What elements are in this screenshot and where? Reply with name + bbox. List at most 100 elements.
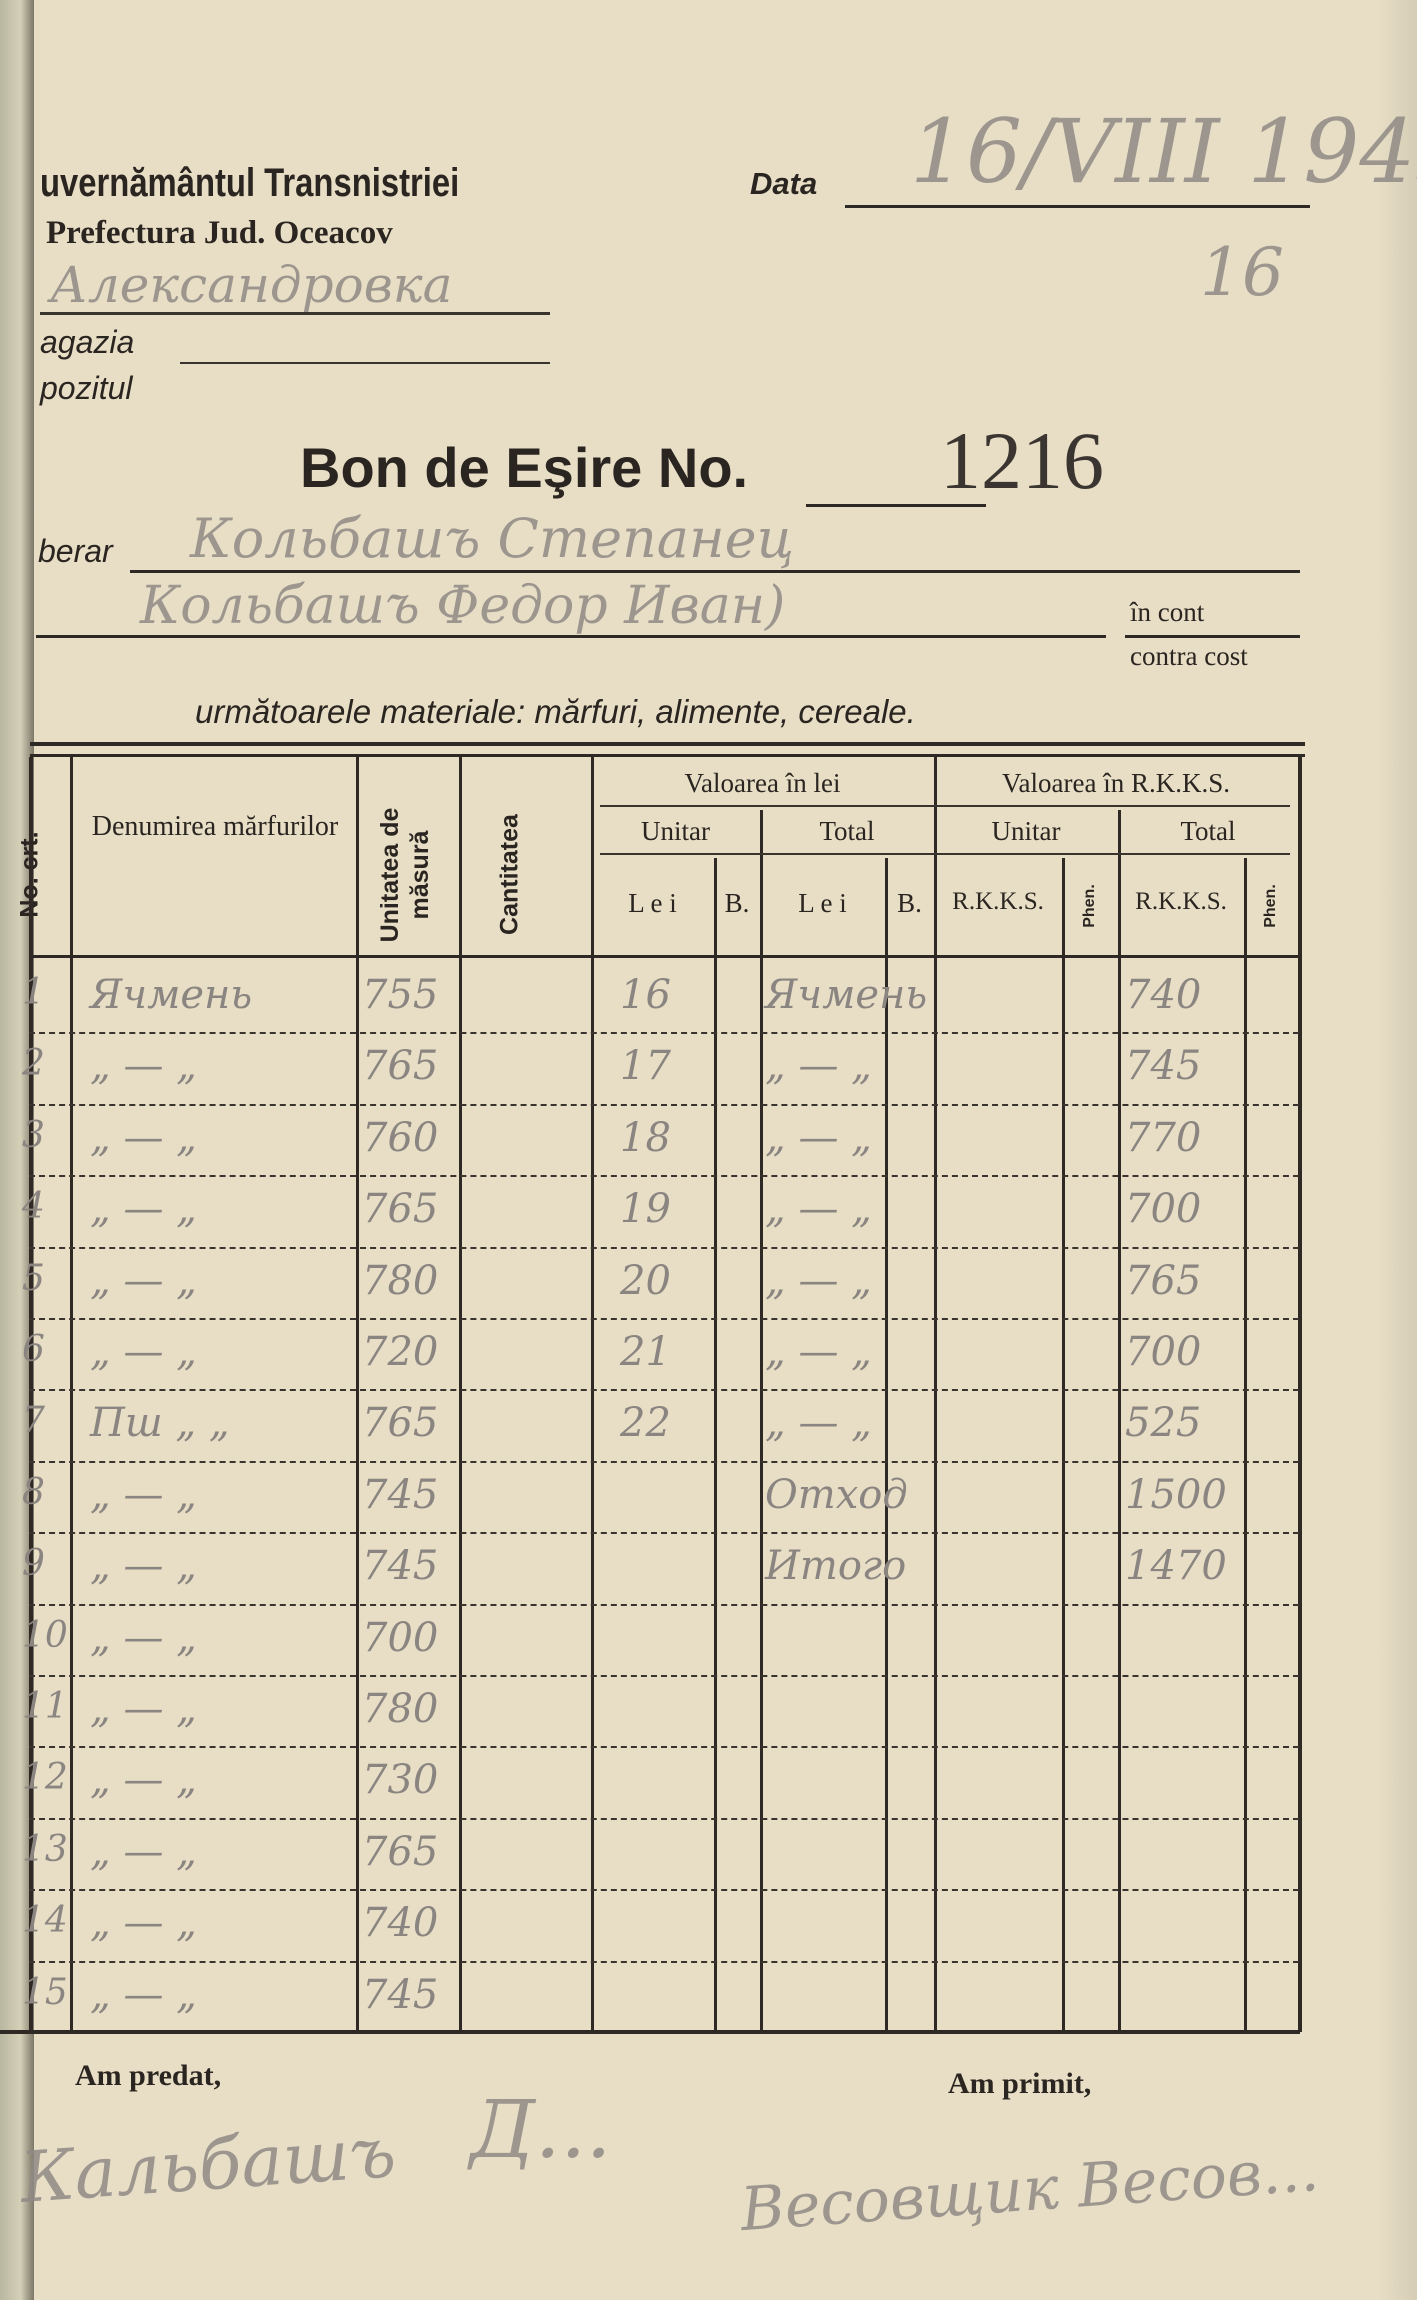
row-number: 10 (22, 1614, 68, 1656)
column-divider (459, 757, 462, 2032)
row-name: „ — „ (90, 1471, 197, 1518)
row-total-lei: Итого (765, 1543, 907, 1590)
row-unit-lei: 17 (620, 1043, 671, 1090)
column-divider (1118, 810, 1121, 2032)
column-divider (934, 757, 937, 2032)
row-unit: 745 (362, 1543, 439, 1590)
book-binding (0, 0, 34, 2300)
row-divider (29, 1603, 1299, 1606)
column-divider (1062, 858, 1065, 2032)
date-label: Data (750, 166, 818, 201)
row-number: 6 (22, 1329, 45, 1370)
row-divider (29, 1675, 1299, 1677)
row-unit: 765 (362, 1828, 439, 1875)
document-number: 1216 (940, 415, 1104, 506)
header-name: Denumirea mărfurilor (91, 811, 339, 842)
date-line (845, 205, 1310, 208)
row-divider (29, 1246, 1299, 1249)
authority-heading: uvernământul Transnistriei (40, 161, 460, 205)
row-total-rkks: 1470 (1125, 1543, 1227, 1590)
column-divider (760, 810, 763, 2032)
row-divider (29, 1318, 1299, 1320)
row-unit: 780 (362, 1686, 439, 1732)
row-name: „ — „ (90, 1614, 197, 1661)
magazia-line (180, 362, 550, 364)
row-total-lei: „ — „ (765, 1186, 872, 1233)
date-note: 16 (1200, 234, 1284, 311)
row-name: „ — „ (90, 1828, 197, 1875)
document-title: Bon de Eşire No. (300, 436, 749, 499)
row-unit-lei: 20 (620, 1257, 671, 1304)
date-value: 16/VIII 1943 (910, 100, 1417, 203)
row-number: 11 (22, 1686, 68, 1727)
header-val-lei: Valoarea în lei (684, 768, 841, 798)
row-total-lei: „ — „ (765, 1329, 872, 1375)
row-unit: 765 (362, 1186, 439, 1233)
signature-left: Кальбашъ (17, 2110, 399, 2220)
row-unit-lei: 19 (620, 1186, 671, 1233)
gestionar-label: berar (38, 533, 113, 569)
page-edge (1377, 0, 1417, 2300)
row-total-lei: Отход (765, 1471, 908, 1518)
header-rkks-2: R.K.K.S. (1135, 888, 1227, 915)
row-unit: 765 (362, 1043, 439, 1090)
row-total-rkks: 525 (1125, 1400, 1202, 1447)
row-total-lei: „ — „ (765, 1257, 872, 1304)
row-unit-lei: 18 (620, 1114, 671, 1161)
row-unit: 745 (362, 1471, 439, 1518)
row-unit: 760 (362, 1114, 439, 1161)
row-total-lei: „ — „ (765, 1114, 872, 1161)
row-name: „ — „ (90, 1043, 197, 1090)
header-unit: Unitatea de măsură (376, 807, 434, 943)
row-name: „ — „ (90, 1900, 197, 1947)
row-unit: 745 (362, 1971, 439, 2018)
cont-line (1125, 635, 1300, 638)
signature-right: Весовщик Весов... (738, 2134, 1322, 2246)
row-unit-lei: 21 (620, 1329, 671, 1375)
header-rkks-total: Total (1180, 816, 1236, 846)
am-predat-label: Am predat, (75, 2059, 222, 2092)
row-total-rkks: 770 (1125, 1114, 1202, 1161)
row-number: 7 (22, 1400, 45, 1442)
column-divider (591, 757, 594, 2032)
depozitul-label: pozitul (40, 370, 133, 406)
row-number: 14 (22, 1900, 68, 1942)
row-name: „ — „ (90, 1329, 197, 1375)
row-number: 15 (22, 1971, 68, 2013)
row-divider (29, 1532, 1299, 1535)
row-total-lei: Ячмень (765, 972, 928, 1018)
header-b-1: B. (724, 888, 750, 918)
row-total-rkks: 700 (1125, 1329, 1202, 1375)
row-divider (29, 1103, 1299, 1106)
place-line (40, 312, 550, 315)
header-divider (600, 853, 1290, 855)
header-qty: Cantitatea (495, 814, 524, 935)
row-divider (29, 1032, 1299, 1035)
column-divider (356, 757, 359, 2032)
row-divider (29, 1389, 1299, 1392)
row-unit: 765 (362, 1400, 439, 1447)
header-divider (600, 805, 1290, 807)
column-divider (29, 757, 33, 2032)
row-number: 13 (22, 1828, 68, 1870)
row-total-lei: „ — „ (765, 1043, 872, 1090)
row-number: 5 (22, 1257, 45, 1299)
prefecture-heading: Prefectura Jud. Oceacov (46, 215, 393, 251)
table-bottom-border (0, 2030, 1300, 2034)
magazia-label: agazia (40, 324, 135, 360)
am-primit-label: Am primit, (948, 2067, 1092, 2100)
row-name: „ — „ (90, 1757, 197, 1804)
row-unit: 780 (362, 1257, 439, 1304)
signature-mid: Д... (470, 2083, 612, 2176)
header-bottom-border (29, 955, 1299, 958)
materials-line: următoarele materiale: mărfuri, alimente… (195, 693, 916, 730)
header-val-rkks: Valoarea în R.K.K.S. (1002, 768, 1230, 798)
row-number: 3 (22, 1114, 45, 1156)
row-divider (29, 1175, 1299, 1178)
column-divider (1298, 757, 1302, 2032)
header-b-2: B. (897, 888, 922, 918)
header-lei-1: L e i (628, 888, 677, 918)
row-unit: 720 (362, 1329, 439, 1375)
row-name: Пш „ „ (90, 1400, 230, 1447)
row-name: „ — „ (90, 1114, 197, 1161)
